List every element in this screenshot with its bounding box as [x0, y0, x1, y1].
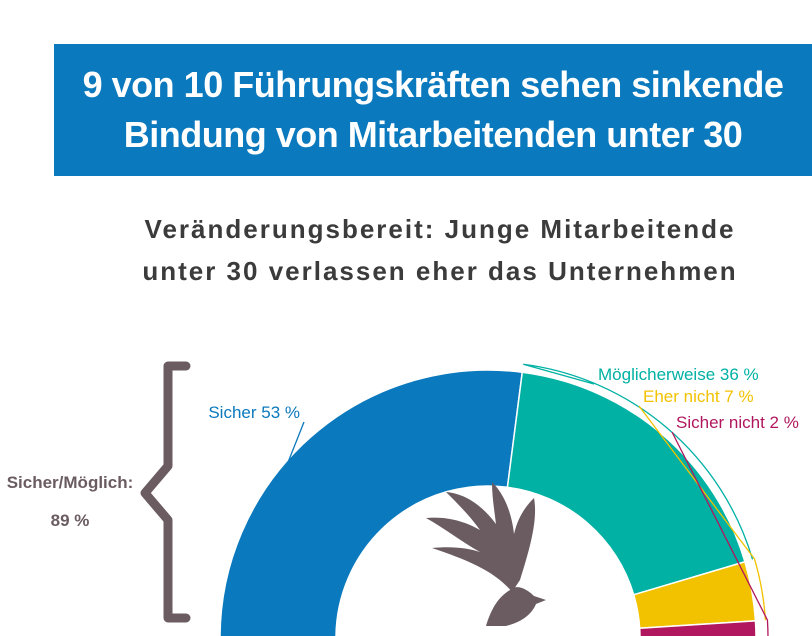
title-line-1: 9 von 10 Führungskräften sehen sinkende: [82, 64, 784, 105]
brace-label: Sicher/Möglich:: [7, 473, 134, 492]
bird-icon: [426, 482, 546, 626]
slice-sicher: [219, 369, 524, 636]
subtitle-line-1: Veränderungsbereit: Junge Mitarbeitende: [144, 214, 736, 244]
data-label: Möglicherweise 36 %: [598, 365, 759, 384]
slice-moeglicherweise: [506, 371, 746, 596]
leader-line: [523, 363, 754, 560]
leader-line: [671, 431, 769, 636]
leader-line: [279, 421, 305, 484]
brace-value: 89 %: [51, 511, 90, 530]
data-label: Sicher nicht 2 %: [676, 413, 799, 432]
title-line-2: Bindung von Mitarbeitenden unter 30: [123, 114, 743, 155]
title-banner: 9 von 10 Führungskräften sehen sinkende …: [54, 44, 812, 176]
brace-icon: [140, 361, 191, 623]
slice-sicher-nicht: [638, 620, 757, 636]
subtitle-line-2: unter 30 verlassen eher das Unternehmen: [142, 256, 738, 286]
data-label: Sicher 53 %: [208, 403, 300, 422]
data-label: Eher nicht 7 %: [643, 387, 754, 406]
chart-subtitle: Veränderungsbereit: Junge Mitarbeitende …: [80, 208, 800, 292]
